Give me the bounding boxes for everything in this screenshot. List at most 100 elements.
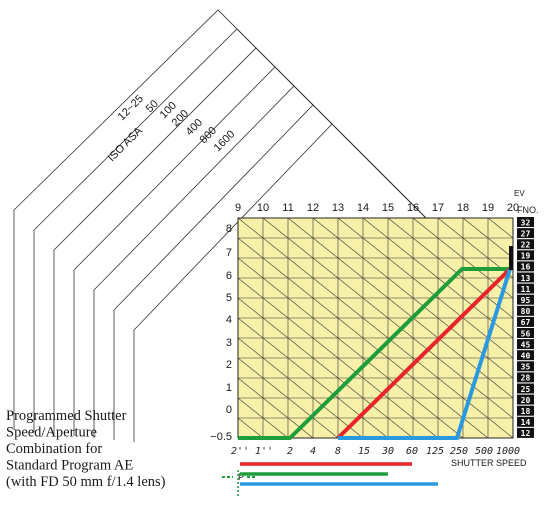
ev-tick: 19 — [482, 202, 494, 214]
fno-value: 16 — [521, 263, 531, 272]
fno-value: 11 — [521, 285, 531, 294]
ev-tick: 15 — [382, 202, 394, 214]
chart-grid — [0, 218, 513, 438]
fno-value: 80 — [521, 307, 531, 316]
y-tick: 8 — [226, 223, 232, 235]
shutter-tick: 60 — [406, 446, 418, 457]
fno-value: 14 — [521, 418, 531, 427]
fno-cell — [517, 394, 534, 405]
fno-value: 35 — [521, 363, 531, 372]
y-tick: 4 — [226, 314, 232, 326]
grid-diagonal — [238, 257, 464, 438]
fno-value: 56 — [521, 329, 531, 338]
fno-cell — [517, 305, 534, 316]
grid-diagonal — [0, 218, 213, 438]
grid-diagonal — [287, 218, 513, 399]
grid-diagonal — [238, 297, 414, 438]
y-tick: 2 — [226, 359, 232, 371]
caption-line: Standard Program AE — [6, 458, 133, 474]
grid-diagonal — [238, 337, 364, 438]
fno-cell — [517, 283, 534, 294]
fno-value: 19 — [521, 252, 531, 261]
grid-diagonal — [238, 417, 264, 438]
fno-cell — [517, 328, 534, 338]
fno-cell — [517, 316, 534, 327]
fno-cell — [517, 294, 534, 305]
ev-tick: 9 — [235, 202, 241, 214]
green-program-line — [238, 267, 510, 440]
fno-value: 45 — [521, 340, 531, 349]
shutter-tick: 125 — [426, 446, 444, 457]
fno-cell — [517, 361, 534, 372]
fno-value: 22 — [521, 241, 531, 250]
legend-p-mark: P — [238, 472, 244, 482]
fno-value: 27 — [521, 229, 531, 238]
fno-value: 32 — [521, 218, 531, 227]
fno-cell — [517, 217, 534, 227]
fno-cell — [517, 405, 534, 416]
iso-value: 12~25 — [116, 93, 146, 123]
iso-line — [13, 9, 397, 211]
fno-value: 95 — [521, 296, 531, 305]
caption-line: (with FD 50 mm f/1.4 lens) — [6, 474, 166, 490]
y-tick: 3 — [226, 337, 232, 349]
grid-diagonal — [238, 237, 489, 438]
fno-value: 13 — [521, 274, 531, 283]
grid-diagonal — [437, 218, 513, 279]
fno-scale: 32 27 22 19 16 13 11 95 80 67 56 45 40 35 28 25 20 18 14 12 — [517, 217, 534, 438]
ev-tick: 13 — [332, 202, 344, 214]
fno-value: 18 — [521, 407, 531, 416]
fno-value: 28 — [521, 374, 531, 383]
y-tick: 7 — [226, 247, 232, 259]
fno-cell — [517, 272, 534, 283]
y-tick: 1 — [226, 382, 232, 394]
ev-tick: 18 — [457, 202, 469, 214]
fno-value: 25 — [521, 385, 531, 394]
ev-ticks: 9 10 11 12 13 14 15 16 17 18 19 20 — [235, 202, 519, 214]
y-tick: −0.5 — [210, 431, 232, 443]
y-ticks: 8 7 6 5 4 3 2 1 0 −0.5 — [210, 223, 232, 443]
ev-tick: 20 — [507, 202, 519, 214]
caption-line: Programmed Shutter — [6, 408, 127, 424]
grid-diagonal — [238, 317, 389, 438]
iso-asa-label: ISO ASA — [106, 124, 146, 164]
grid-diagonal — [462, 218, 513, 259]
grid-diagonal — [387, 218, 513, 319]
fno-label: FNO. — [517, 205, 539, 215]
y-tick: 5 — [226, 292, 232, 304]
fno-value: 67 — [521, 318, 531, 327]
shutter-tick: 15 — [358, 446, 370, 457]
ev-tick: 16 — [407, 202, 419, 214]
fno-cell — [517, 228, 534, 239]
grid-diagonal — [238, 377, 314, 438]
iso-line — [33, 28, 416, 231]
fno-value: 20 — [521, 396, 531, 405]
fno-cell — [517, 239, 534, 250]
fno-cell — [517, 261, 534, 272]
shutter-ticks: 2'' 1'' 2 4 8 15 30 60 125 250 500 1000 — [231, 446, 520, 457]
shutter-tick: 1'' — [255, 446, 273, 457]
shutter-tick: 30 — [381, 446, 394, 457]
ev-tick: 14 — [357, 202, 369, 214]
y-tick: 0 — [226, 404, 232, 416]
shutter-tick: 250 — [450, 446, 468, 457]
shutter-tick: 500 — [475, 446, 493, 457]
shutter-tick: 1000 — [496, 446, 520, 457]
ev-tick: 11 — [282, 202, 293, 214]
shutter-tick: 2 — [287, 446, 293, 457]
ev-tick: 17 — [432, 202, 444, 214]
grid-diagonal — [238, 397, 289, 438]
grid-diagonal — [362, 218, 513, 339]
fno-cell — [517, 383, 534, 394]
program-lines — [238, 246, 513, 440]
fno-cell — [517, 416, 534, 427]
fno-cell — [517, 250, 534, 261]
shutter-speed-label: SHUTTER SPEED — [451, 458, 527, 468]
y-tick: 6 — [226, 270, 232, 282]
legend: P — [222, 462, 438, 498]
ev-label: EV — [514, 189, 525, 198]
fno-value: 40 — [521, 352, 531, 361]
grid-diagonal — [412, 218, 513, 299]
ev-tick: 10 — [257, 202, 269, 214]
